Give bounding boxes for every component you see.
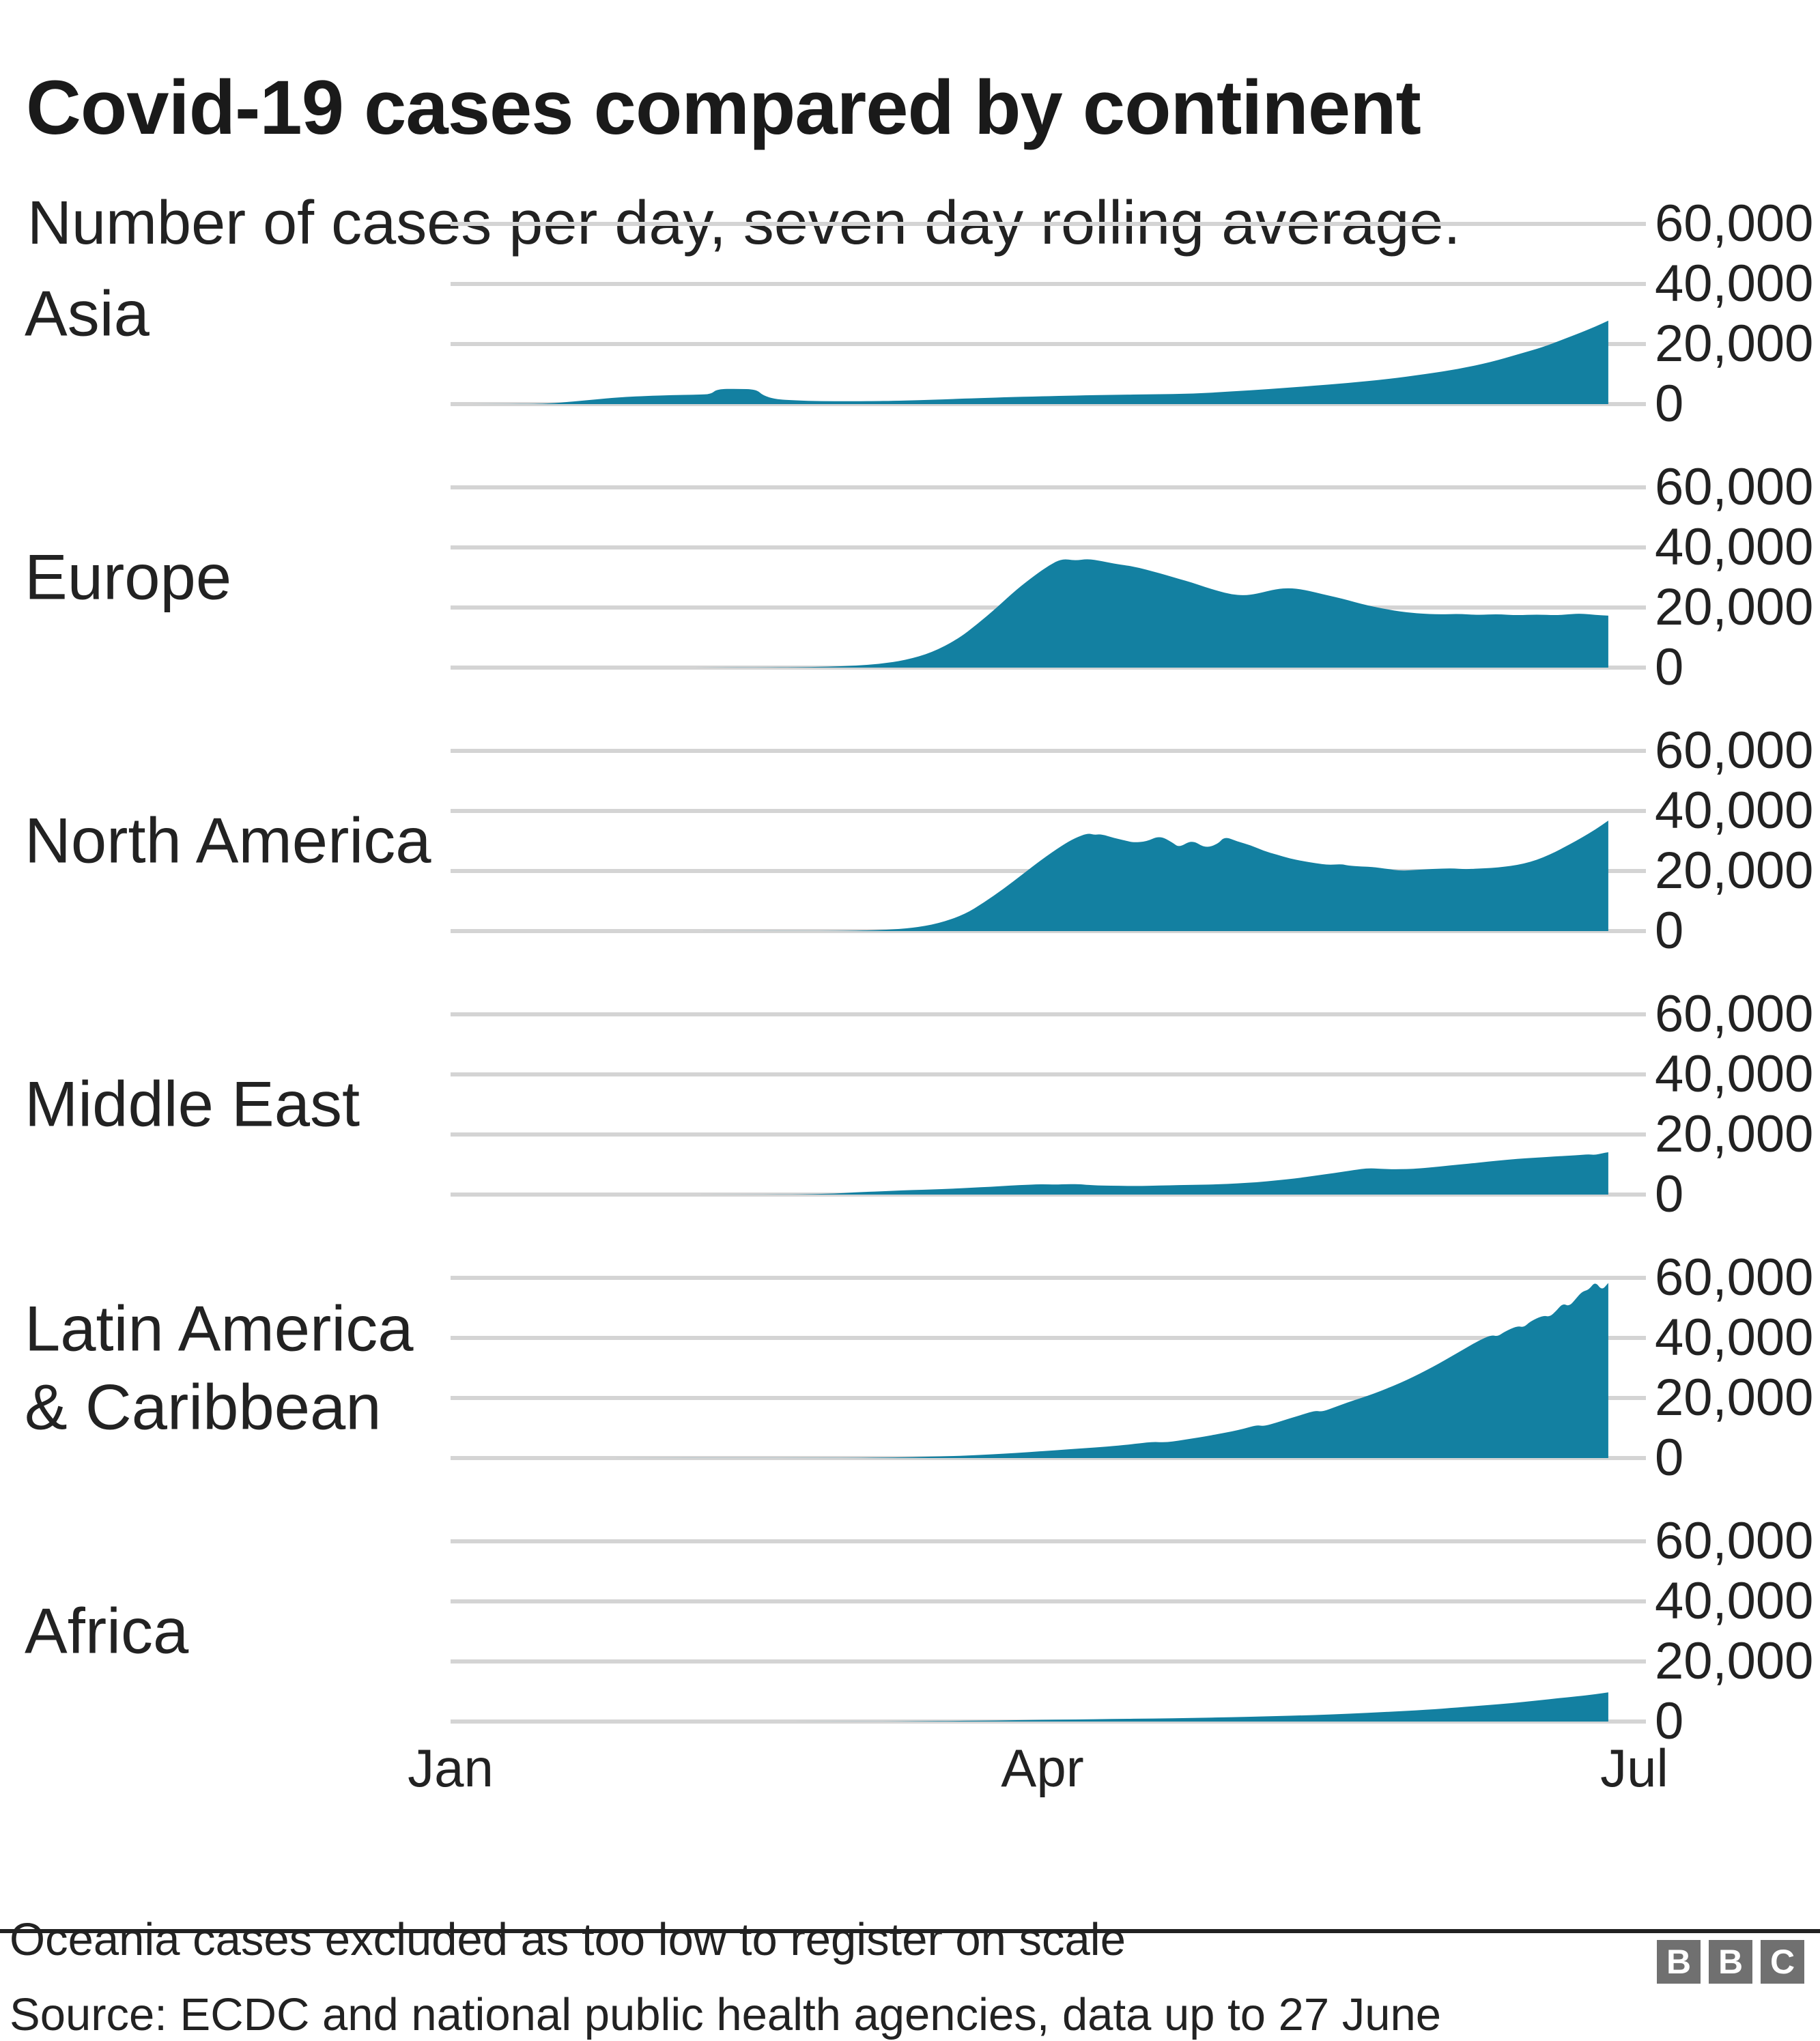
y-tick-label: 60,000 bbox=[1655, 1512, 1814, 1570]
y-tick-label: 40,000 bbox=[1655, 782, 1814, 840]
panel-chart-africa bbox=[451, 1539, 1646, 1724]
area-series-latin-america-caribbean bbox=[451, 1283, 1608, 1458]
bbc-logo-letter: C bbox=[1761, 1940, 1804, 1984]
y-tick-label: 0 bbox=[1655, 1429, 1684, 1487]
row-label-middle-east: Middle East bbox=[25, 1068, 360, 1140]
source-note: Source: ECDC and national public health … bbox=[10, 1989, 1442, 2040]
area-series-europe bbox=[451, 559, 1608, 668]
y-tick-label: 20,000 bbox=[1655, 315, 1814, 373]
y-tick-label: 60,000 bbox=[1655, 458, 1814, 516]
area-series-africa bbox=[451, 1692, 1608, 1722]
panel-chart-latin-america-caribbean bbox=[451, 1276, 1646, 1460]
y-tick-label: 60,000 bbox=[1655, 722, 1814, 780]
footer-divider bbox=[0, 1929, 1820, 1933]
row-label-europe: Europe bbox=[25, 541, 232, 613]
panel-chart-europe bbox=[451, 485, 1646, 670]
y-tick-label: 0 bbox=[1655, 375, 1684, 433]
panel-chart-asia bbox=[451, 222, 1646, 406]
y-tick-label: 0 bbox=[1655, 902, 1684, 960]
y-tick-label: 20,000 bbox=[1655, 1105, 1814, 1163]
x-tick-label-jul: Jul bbox=[1600, 1738, 1668, 1798]
y-tick-label: 40,000 bbox=[1655, 1309, 1814, 1367]
y-tick-label: 40,000 bbox=[1655, 1572, 1814, 1630]
y-tick-label: 0 bbox=[1655, 638, 1684, 696]
y-tick-label: 60,000 bbox=[1655, 985, 1814, 1043]
footnote: Oceania cases excluded as too low to reg… bbox=[10, 1914, 1126, 1965]
y-tick-label: 60,000 bbox=[1655, 1248, 1814, 1307]
panel-chart-north-america bbox=[451, 749, 1646, 933]
y-tick-label: 40,000 bbox=[1655, 255, 1814, 313]
page: { "chart_data": { "type": "area", "title… bbox=[0, 65, 1820, 2040]
row-label-africa: Africa bbox=[25, 1595, 189, 1667]
row-label-asia: Asia bbox=[25, 277, 150, 349]
x-tick-label-apr: Apr bbox=[1001, 1738, 1084, 1798]
y-tick-label: 20,000 bbox=[1655, 1369, 1814, 1427]
area-series-middle-east bbox=[451, 1152, 1608, 1195]
y-tick-label: 0 bbox=[1655, 1165, 1684, 1223]
row-label-north-america: North America bbox=[25, 804, 431, 876]
y-tick-label: 20,000 bbox=[1655, 1632, 1814, 1690]
bbc-logo-letter: B bbox=[1709, 1940, 1752, 1984]
y-tick-label: 40,000 bbox=[1655, 518, 1814, 576]
panel-chart-middle-east bbox=[451, 1012, 1646, 1197]
bbc-logo-letter: B bbox=[1657, 1940, 1701, 1984]
y-tick-label: 20,000 bbox=[1655, 578, 1814, 636]
y-tick-label: 20,000 bbox=[1655, 842, 1814, 900]
area-series-north-america bbox=[451, 820, 1608, 931]
y-tick-label: 0 bbox=[1655, 1692, 1684, 1750]
area-series-asia bbox=[451, 320, 1608, 404]
y-tick-label: 60,000 bbox=[1655, 195, 1814, 253]
row-label-latin-america-caribbean: Latin America & Caribbean bbox=[25, 1292, 414, 1442]
x-tick-label-jan: Jan bbox=[408, 1738, 494, 1798]
y-tick-label: 40,000 bbox=[1655, 1045, 1814, 1103]
page-title: Covid-19 cases compared by continent bbox=[26, 65, 1421, 151]
